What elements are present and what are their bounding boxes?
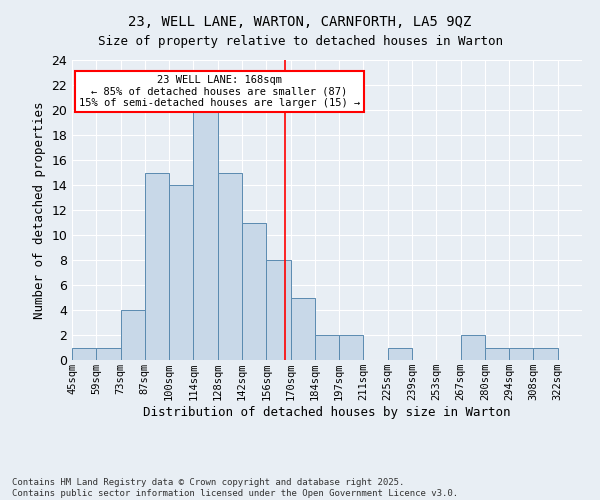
Bar xyxy=(533,348,558,360)
Text: 23 WELL LANE: 168sqm
← 85% of detached houses are smaller (87)
15% of semi-detac: 23 WELL LANE: 168sqm ← 85% of detached h… xyxy=(79,75,360,108)
Text: Contains HM Land Registry data © Crown copyright and database right 2025.
Contai: Contains HM Land Registry data © Crown c… xyxy=(12,478,458,498)
Bar xyxy=(509,348,533,360)
Bar xyxy=(218,172,242,360)
Text: Size of property relative to detached houses in Warton: Size of property relative to detached ho… xyxy=(97,35,503,48)
Bar xyxy=(242,222,266,360)
Bar xyxy=(485,348,509,360)
X-axis label: Distribution of detached houses by size in Warton: Distribution of detached houses by size … xyxy=(143,406,511,419)
Bar xyxy=(461,335,485,360)
Bar xyxy=(169,185,193,360)
Bar xyxy=(290,298,315,360)
Y-axis label: Number of detached properties: Number of detached properties xyxy=(33,101,46,319)
Bar xyxy=(339,335,364,360)
Bar xyxy=(145,172,169,360)
Bar xyxy=(121,310,145,360)
Bar xyxy=(315,335,339,360)
Bar xyxy=(96,348,121,360)
Text: 23, WELL LANE, WARTON, CARNFORTH, LA5 9QZ: 23, WELL LANE, WARTON, CARNFORTH, LA5 9Q… xyxy=(128,15,472,29)
Bar xyxy=(193,110,218,360)
Bar xyxy=(388,348,412,360)
Bar xyxy=(72,348,96,360)
Bar xyxy=(266,260,290,360)
